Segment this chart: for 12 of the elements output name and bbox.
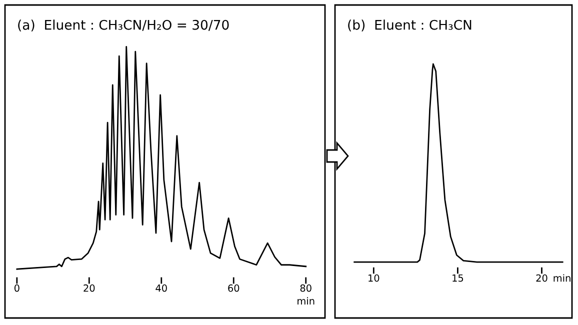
chart-title: (b) Eluent : CH₃CN — [348, 20, 472, 32]
chart-title: (a) Eluent : CH₃CN/H₂O = 30/70 — [18, 20, 229, 32]
x-tick-label: 10 — [368, 274, 380, 282]
x-tick-label: 80 — [300, 284, 312, 292]
x-tick-label: 0 — [14, 284, 20, 292]
x-tick-label: 20 — [536, 274, 548, 282]
x-axis-title: min — [298, 297, 314, 304]
x-tick-label: 60 — [228, 284, 240, 292]
x-tick-label: 40 — [156, 284, 167, 292]
x-axis-title: min — [554, 274, 570, 282]
x-tick-label: 20 — [84, 284, 95, 292]
x-tick-label: 15 — [452, 274, 464, 282]
